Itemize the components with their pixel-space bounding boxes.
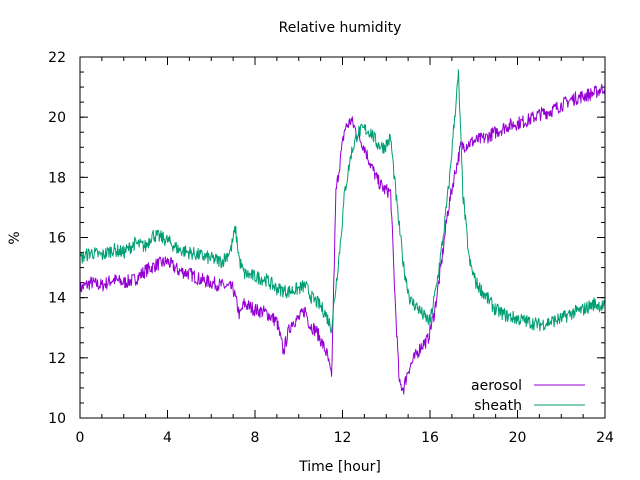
legend-label-sheath: sheath — [474, 398, 522, 414]
y-tick-label: 10 — [48, 411, 66, 427]
plot-frame — [79, 56, 606, 419]
x-tick-label: 20 — [509, 430, 527, 446]
y-tick-label: 22 — [48, 50, 66, 66]
plot-area — [79, 69, 606, 395]
chart-title: Relative humidity — [279, 20, 402, 36]
axis-ticks — [79, 56, 606, 419]
series-line-aerosol — [79, 83, 606, 395]
y-tick-label: 20 — [48, 110, 66, 126]
legend-label-aerosol: aerosol — [471, 378, 522, 394]
x-tick-label: 16 — [421, 430, 439, 446]
series-line-sheath — [79, 69, 606, 334]
y-tick-label: 12 — [48, 351, 66, 367]
x-tick-label: 4 — [163, 430, 172, 446]
y-axis-label: % — [7, 231, 23, 244]
x-tick-label: 12 — [334, 430, 352, 446]
axis-tick-labels: 0 4 8 12 16 20 24 10 12 14 16 18 20 22 — [48, 50, 614, 446]
x-axis-label: Time [hour] — [298, 459, 381, 475]
x-tick-label: 8 — [251, 430, 260, 446]
legend: aerosol sheath — [471, 378, 585, 414]
x-tick-label: 24 — [596, 430, 614, 446]
y-tick-label: 16 — [48, 231, 66, 247]
y-tick-label: 18 — [48, 170, 66, 186]
x-tick-label: 0 — [76, 430, 85, 446]
y-tick-label: 14 — [48, 291, 66, 307]
